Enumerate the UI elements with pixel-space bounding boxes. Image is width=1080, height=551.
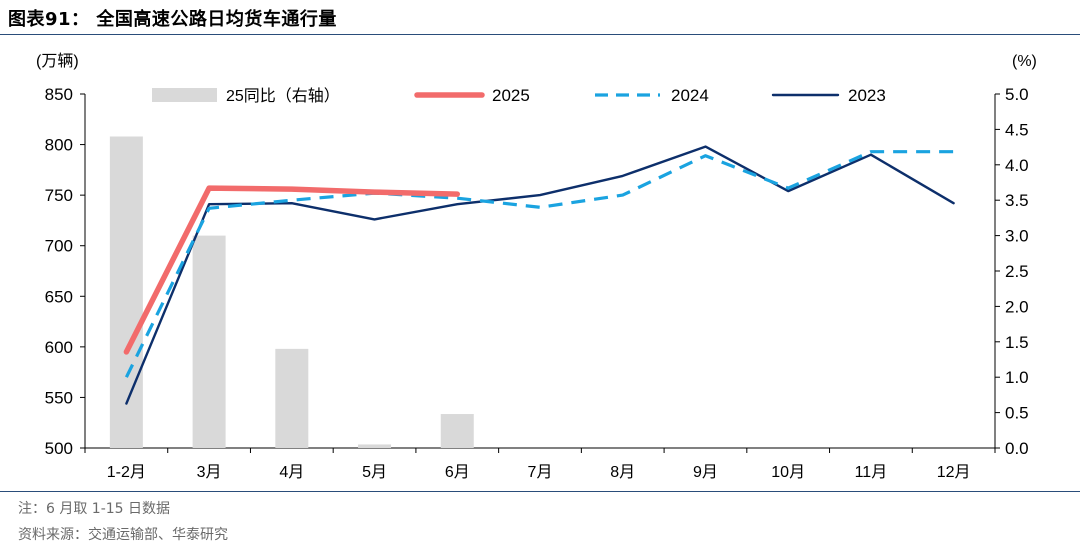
legend-label-bars: 25同比（右轴） xyxy=(226,87,340,105)
y-left-tick-label: 850 xyxy=(45,85,73,104)
y-left-tick-label: 700 xyxy=(45,237,73,256)
x-tick-label: 7月 xyxy=(528,464,553,481)
y-right-tick-label: 4.5 xyxy=(1005,120,1029,139)
y-right-tick-label: 3.5 xyxy=(1005,191,1029,210)
y-right-tick-label: 2.5 xyxy=(1005,262,1029,281)
y-left-tick-label: 550 xyxy=(45,388,73,407)
chart-source: 资料来源：交通运输部、华泰研究 xyxy=(18,527,228,543)
x-tick-label: 3月 xyxy=(197,464,222,481)
line-series xyxy=(123,145,955,405)
legend-label-2025: 2025 xyxy=(492,86,530,105)
bar-yoy xyxy=(192,235,226,448)
y-left-unit-label: (万辆) xyxy=(36,52,79,70)
y-left-tick-label: 600 xyxy=(45,338,73,357)
legend-swatch-bars xyxy=(152,88,217,102)
x-tick-label: 4月 xyxy=(279,464,304,481)
x-tick-label: 11月 xyxy=(855,464,888,481)
axes: 500 550 600 650 700 750 800 850 0.0 0.5 1.0 1.5 2.0 2… xyxy=(36,52,1037,481)
y-right-tick-label: 2.0 xyxy=(1005,297,1029,316)
chart: 500 550 600 650 700 750 800 850 0.0 0.5 1.0 1.5 2.0 2… xyxy=(36,52,1037,481)
y-left-tick-label: 800 xyxy=(45,136,73,155)
legend-label-2023: 2023 xyxy=(848,86,886,105)
figure-title: 图表91： 全国高速公路日均货车通行量 xyxy=(8,9,337,30)
bar-series xyxy=(109,136,474,449)
line-2023 xyxy=(125,145,955,405)
bar-yoy xyxy=(275,348,309,448)
line-2024 xyxy=(124,150,954,378)
bar-yoy xyxy=(440,414,474,448)
x-tick-label: 12月 xyxy=(937,464,971,481)
y-left-tick-label: 650 xyxy=(45,287,73,306)
x-tick-label: 8月 xyxy=(610,464,635,481)
chart-note: 注：6 月取 1-15 日数据 xyxy=(18,501,171,517)
top-rule xyxy=(0,34,1080,35)
x-tick-label: 10月 xyxy=(771,464,805,481)
legend-label-2024: 2024 xyxy=(671,86,709,105)
y-right-tick-label: 0.5 xyxy=(1005,404,1029,423)
y-right-tick-label: 1.0 xyxy=(1005,368,1029,387)
y-left-tick-label: 750 xyxy=(45,186,73,205)
bar-yoy xyxy=(358,444,392,448)
line-2025 xyxy=(123,185,461,355)
y-left-tick-label: 500 xyxy=(45,439,73,458)
x-tick-label: 6月 xyxy=(445,464,470,481)
y-right-tick-label: 3.0 xyxy=(1005,227,1029,246)
bar-yoy xyxy=(109,136,143,449)
y-right-tick-label: 4.0 xyxy=(1005,156,1029,175)
x-tick-label: 9月 xyxy=(693,464,718,481)
x-tick-label: 1-2月 xyxy=(107,464,146,481)
y-right-tick-label: 5.0 xyxy=(1005,85,1029,104)
legend: 25同比（右轴） 2025 2024 2023 xyxy=(152,86,886,105)
y-right-unit-label: (%) xyxy=(1012,53,1037,70)
y-right-tick-label: 0.0 xyxy=(1005,439,1029,458)
y-right-tick-label: 1.5 xyxy=(1005,333,1029,352)
x-tick-label: 5月 xyxy=(362,464,387,481)
bottom-rule xyxy=(0,491,1080,492)
